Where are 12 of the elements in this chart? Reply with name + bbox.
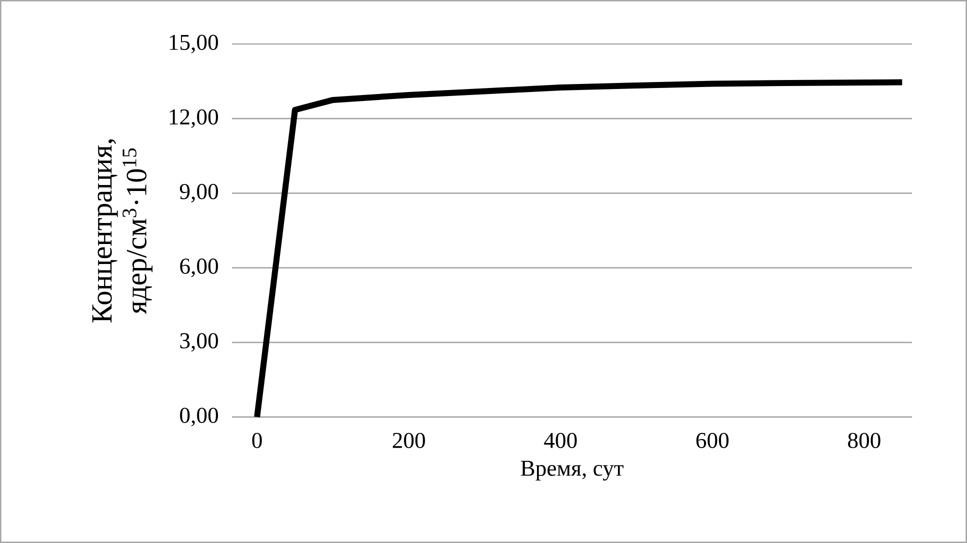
x-axis-title: Время, сут [520,460,624,481]
x-tick-label: 400 [544,432,577,448]
x-tick-label: 0 [252,432,262,448]
y-tick-label: 3,00 [180,333,218,352]
x-tick-label: 600 [696,432,729,448]
y-tick-label: 0,00 [180,408,218,426]
x-tick-label: 200 [392,432,425,448]
y-tick-label: 15,00 [170,34,218,54]
y-tick-label: 12,00 [170,109,218,128]
y-tick-label: 6,00 [180,258,218,278]
x-tick-label: 800 [848,432,880,448]
y-tick-label: 9,00 [180,184,218,202]
